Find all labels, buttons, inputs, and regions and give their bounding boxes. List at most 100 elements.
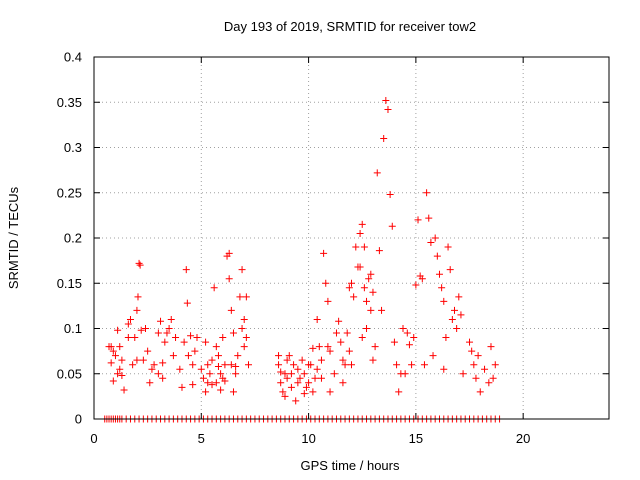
data-point	[350, 293, 358, 301]
data-point	[126, 315, 134, 323]
data-point	[193, 334, 201, 342]
data-point	[159, 359, 167, 367]
data-point	[305, 361, 313, 369]
data-point	[341, 361, 349, 369]
data-point	[281, 392, 289, 400]
data-point	[217, 370, 225, 378]
grid	[94, 57, 609, 419]
data-point	[317, 374, 325, 382]
data-point	[154, 370, 162, 378]
data-point	[343, 329, 351, 337]
x-tick-label: 5	[198, 431, 205, 446]
data-point	[435, 270, 443, 278]
x-tick-label: 10	[301, 431, 315, 446]
data-point	[393, 361, 401, 369]
data-point	[352, 243, 360, 251]
data-point	[178, 383, 186, 391]
data-point	[474, 352, 482, 360]
data-point	[485, 379, 493, 387]
data-point	[240, 315, 248, 323]
data-point	[317, 356, 325, 364]
data-point	[240, 343, 248, 351]
y-tick-label: 0	[75, 412, 82, 427]
data-point	[283, 374, 291, 382]
data-point	[176, 365, 184, 373]
data-point	[114, 370, 122, 378]
data-point	[189, 361, 197, 369]
data-point	[277, 379, 285, 387]
data-point	[345, 284, 353, 292]
data-point	[204, 379, 212, 387]
data-point	[232, 363, 240, 371]
data-point	[380, 134, 388, 142]
data-point	[431, 234, 439, 242]
data-point	[324, 343, 332, 351]
data-point	[324, 297, 332, 305]
data-point	[225, 249, 233, 257]
data-point	[326, 388, 334, 396]
data-point	[401, 370, 409, 378]
data-point	[287, 370, 295, 378]
data-point	[165, 325, 173, 332]
data-point	[472, 374, 480, 382]
data-point	[275, 361, 283, 369]
data-point	[313, 315, 321, 323]
data-point	[388, 222, 396, 230]
data-point	[116, 365, 124, 373]
data-point	[275, 352, 283, 360]
data-point	[281, 370, 289, 378]
data-point	[405, 341, 413, 349]
data-point	[367, 270, 375, 278]
data-point	[390, 338, 398, 346]
data-point	[305, 379, 313, 387]
data-point	[290, 361, 298, 369]
data-point	[197, 365, 205, 373]
data-point	[227, 361, 235, 369]
data-point	[133, 356, 141, 364]
data-point	[382, 96, 390, 104]
x-tick-label: 0	[90, 431, 97, 446]
data-point	[459, 370, 467, 378]
data-point	[300, 390, 308, 398]
data-point	[225, 275, 233, 283]
data-point	[202, 388, 210, 396]
data-point	[412, 281, 420, 289]
data-point	[242, 334, 250, 342]
data-point	[433, 252, 441, 260]
data-point	[242, 293, 250, 301]
data-point	[360, 243, 368, 251]
data-point	[105, 343, 113, 351]
data-point	[322, 279, 330, 287]
data-point	[182, 266, 190, 274]
data-point	[440, 297, 448, 305]
data-point	[487, 343, 495, 351]
y-tick-label: 0.15	[57, 276, 82, 291]
data-point	[283, 356, 291, 364]
data-point	[345, 347, 353, 355]
data-point	[302, 383, 310, 391]
data-point	[285, 352, 293, 360]
data-point	[189, 381, 197, 389]
data-point	[133, 306, 141, 314]
data-point	[427, 239, 435, 247]
y-tick-label: 0.05	[57, 366, 82, 381]
data-point	[150, 361, 158, 369]
data-point	[107, 359, 115, 367]
data-point	[375, 247, 383, 255]
data-point	[476, 388, 484, 396]
data-point	[234, 352, 242, 360]
data-point	[109, 377, 117, 385]
data-point	[144, 347, 152, 355]
data-point	[309, 344, 317, 352]
data-point	[279, 388, 287, 396]
data-point	[491, 361, 499, 369]
chart-title: Day 193 of 2019, SRMTID for receiver tow…	[224, 19, 476, 34]
data-point	[210, 284, 218, 292]
data-point	[124, 320, 132, 328]
data-point	[212, 343, 220, 351]
data-point	[444, 243, 452, 251]
data-point	[365, 275, 373, 283]
data-point	[219, 334, 227, 342]
data-point	[423, 189, 431, 197]
axis-ticks: 0 0.05 0.1 0.15 0.2 0.25 0.3 0.35 0.4 0 5 10 15 20	[57, 50, 609, 446]
